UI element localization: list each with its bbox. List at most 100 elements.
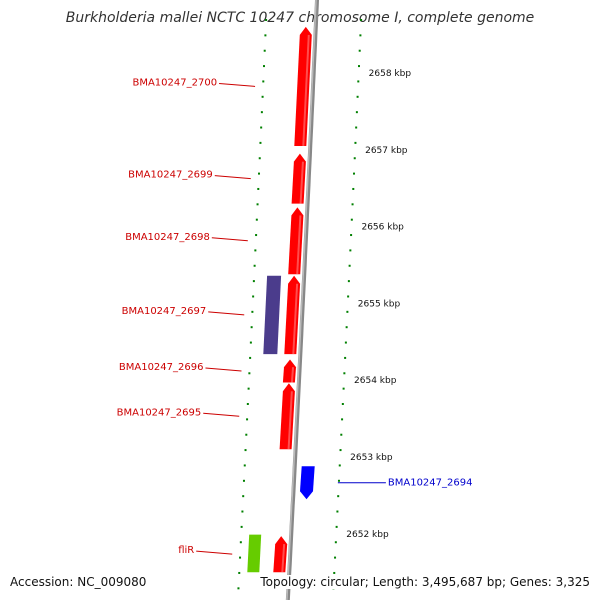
left-tick	[246, 418, 249, 421]
left-tick	[251, 310, 254, 313]
backbone-highlight	[286, 0, 317, 600]
gene-shade	[287, 391, 293, 450]
gene-shade	[299, 161, 304, 204]
gene-feature[interactable]	[247, 534, 262, 573]
kbp-label: 2652 kbp	[346, 530, 389, 540]
left-tick	[240, 525, 243, 528]
right-tick	[355, 126, 358, 129]
gene-shade	[302, 34, 310, 147]
right-tick	[360, 19, 363, 21]
gene-feature[interactable]	[263, 275, 282, 355]
kbp-label: 2653 kbp	[350, 453, 393, 463]
right-tick	[349, 249, 352, 252]
accession-text: Accession: NC_009080	[8, 575, 149, 589]
left-tick	[265, 19, 268, 21]
map-title: Burkholderia mallei NCTC 10247 chromosom…	[65, 10, 535, 26]
right-tick	[358, 65, 361, 68]
right-tick	[337, 495, 340, 498]
gene-leader-line	[214, 175, 251, 180]
gene-label[interactable]: BMA10247_2699	[128, 170, 213, 181]
right-tick	[346, 310, 349, 313]
left-tick	[258, 172, 261, 175]
right-tick	[355, 111, 358, 114]
gene-shade	[292, 283, 299, 355]
left-tick	[256, 203, 259, 206]
left-tick	[257, 187, 260, 190]
right-tick	[343, 372, 346, 375]
gene-leader-line	[208, 311, 245, 316]
right-tick	[347, 280, 350, 283]
gene-label[interactable]: BMA10247_2696	[119, 362, 204, 373]
right-tick	[350, 218, 353, 221]
gene-feature[interactable]	[291, 153, 306, 204]
left-tick	[248, 372, 251, 375]
gene-feature[interactable]	[273, 536, 288, 573]
left-tick	[262, 80, 265, 83]
gene-leader-line	[205, 367, 242, 372]
left-tick	[243, 464, 246, 467]
right-tick	[336, 510, 339, 513]
left-tick	[242, 495, 245, 498]
topology-text: Topology: circular; Length: 3,495,687 bp…	[258, 575, 592, 589]
right-tick	[348, 264, 351, 267]
right-tick	[341, 418, 344, 421]
kbp-label: 2655 kbp	[358, 299, 401, 309]
gene-label[interactable]: BMA10247_2694	[388, 478, 473, 489]
left-tick	[263, 65, 266, 68]
left-tick	[252, 295, 255, 298]
right-tick	[337, 479, 340, 482]
left-tick	[244, 449, 247, 452]
left-tick	[249, 356, 252, 359]
gene-feature[interactable]	[282, 359, 296, 383]
left-tick	[246, 403, 249, 405]
right-tick	[354, 141, 357, 144]
kbp-scale: 2658 kbp 2657 kbp 2656 kbp 2655 kbp 2654 kbp…	[346, 69, 411, 540]
kbp-label: 2656 kbp	[361, 223, 404, 233]
left-tick	[252, 280, 255, 283]
backbone-line	[285, 0, 320, 600]
right-tick	[351, 203, 354, 206]
left-tick	[250, 326, 253, 329]
gene-label[interactable]: fliR	[178, 545, 194, 556]
right-tick	[359, 34, 362, 37]
gene-label[interactable]: BMA10247_2697	[122, 306, 207, 317]
right-tick	[334, 541, 337, 544]
right-tick	[342, 387, 345, 390]
left-tick	[239, 556, 242, 559]
right-tick	[340, 433, 343, 436]
gene-shade	[281, 544, 286, 573]
left-tick	[241, 510, 244, 513]
gene-label[interactable]: BMA10247_2700	[132, 77, 217, 88]
gene-labels[interactable]: BMA10247_2700 BMA10247_2699 BMA10247_2698 B…	[117, 77, 473, 556]
gene-features[interactable]	[247, 26, 315, 573]
left-tick	[254, 249, 257, 252]
left-tick	[259, 141, 262, 144]
right-tick	[338, 464, 341, 467]
gene-shade	[296, 215, 302, 275]
left-tick	[260, 111, 263, 114]
left-tick	[245, 433, 248, 436]
left-tick	[239, 541, 242, 544]
left-tick	[249, 341, 252, 344]
kbp-label: 2654 kbp	[354, 376, 397, 386]
left-tick	[261, 95, 264, 98]
right-tick	[357, 80, 360, 83]
gene-shade	[290, 367, 295, 383]
gene-feature[interactable]	[300, 466, 315, 500]
right-tick	[334, 556, 337, 559]
gene-leader-line	[211, 237, 248, 242]
right-tick	[356, 95, 359, 98]
left-tick	[247, 387, 250, 390]
left-tick	[264, 34, 267, 37]
left-tick	[237, 587, 240, 590]
right-tick	[335, 525, 338, 528]
gene-label[interactable]: BMA10247_2698	[125, 232, 210, 243]
left-tick	[255, 234, 258, 237]
kbp-label: 2658 kbp	[369, 69, 412, 79]
tick-marks	[237, 19, 363, 590]
right-tick	[345, 326, 348, 329]
gene-label[interactable]: BMA10247_2695	[117, 407, 202, 418]
right-tick	[353, 172, 356, 175]
right-tick	[344, 341, 347, 344]
